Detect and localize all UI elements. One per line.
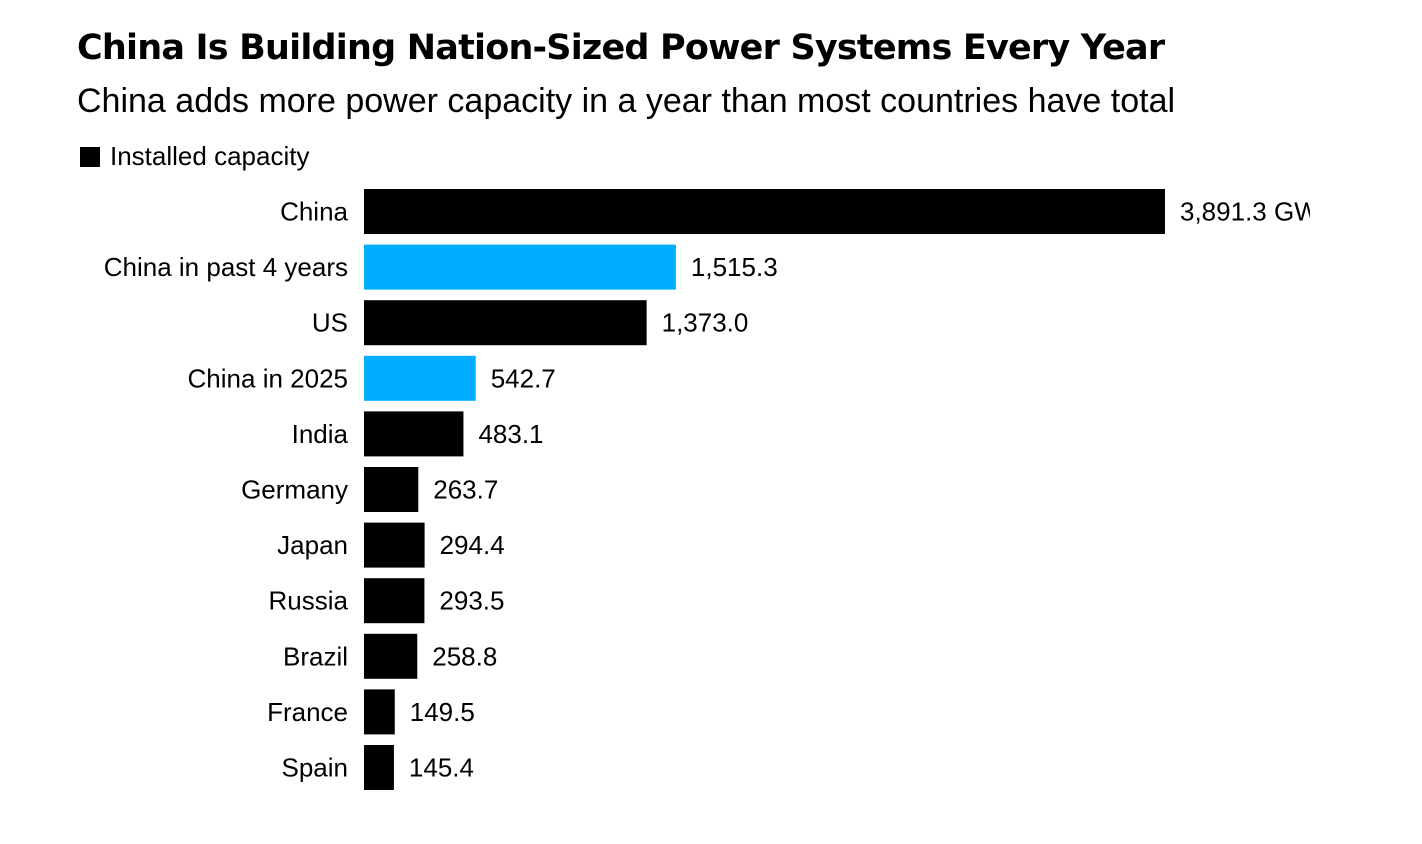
bar <box>364 633 418 679</box>
bar <box>364 689 395 735</box>
value-label: 293.5 <box>439 586 504 616</box>
chart-title: China Is Building Nation-Sized Power Sys… <box>77 28 1165 68</box>
bar <box>364 355 476 401</box>
bar <box>364 189 1165 234</box>
legend-swatch <box>80 146 100 167</box>
bar <box>364 467 419 512</box>
category-label: Russia <box>269 586 349 616</box>
category-label: France <box>267 697 348 727</box>
legend: Installed capacity <box>80 141 309 172</box>
value-label: 258.8 <box>432 641 497 671</box>
category-label: Brazil <box>283 641 348 671</box>
category-label: US <box>312 308 348 338</box>
bar <box>364 522 425 568</box>
value-label: 3,891.3 GW <box>1180 197 1319 227</box>
legend-label: Installed capacity <box>110 141 310 171</box>
value-label: 263.7 <box>433 475 498 505</box>
category-label: Spain <box>282 753 349 783</box>
value-label: 483.1 <box>478 419 543 449</box>
bar <box>364 244 676 290</box>
chart-subtitle: China adds more power capacity in a year… <box>77 82 1176 120</box>
category-label: China in past 4 years <box>104 252 348 282</box>
bar <box>364 300 647 346</box>
category-label: Germany <box>241 475 348 505</box>
category-label: China in 2025 <box>188 363 348 393</box>
value-label: 149.5 <box>410 697 475 727</box>
bar <box>364 411 464 457</box>
value-label: 294.4 <box>440 530 505 560</box>
value-label: 542.7 <box>491 363 556 393</box>
value-label: 145.4 <box>409 753 474 783</box>
category-label: China <box>280 197 348 227</box>
category-label: Japan <box>277 530 348 560</box>
bar <box>364 578 425 624</box>
bar <box>364 745 394 790</box>
value-label: 1,515.3 <box>691 252 778 282</box>
value-label: 1,373.0 <box>662 308 749 338</box>
category-label: India <box>292 419 349 449</box>
